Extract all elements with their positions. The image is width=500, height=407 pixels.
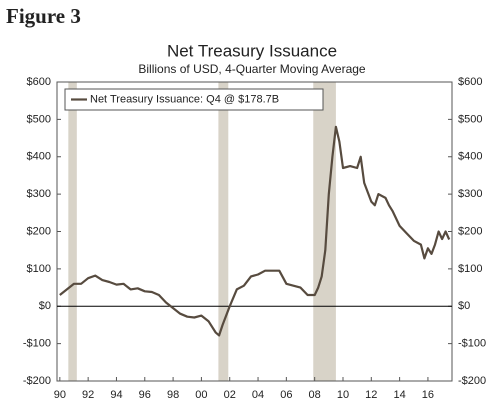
y2-tick-label: -$200 [458,375,486,387]
y-tick-label: $600 [27,76,51,88]
x-tick-label: 14 [393,389,405,401]
y2-tick-label: $0 [458,300,470,312]
y-tick-label: -$200 [23,375,51,387]
x-tick-label: 02 [224,389,236,401]
y-tick-label: $500 [27,113,51,125]
x-tick-label: 90 [54,389,66,401]
recession-band [68,82,77,381]
y-tick-label: $300 [27,188,51,200]
x-tick-label: 08 [309,389,321,401]
plot-frame [56,81,453,382]
x-tick-label: 10 [337,389,349,401]
line [59,125,451,337]
figure-label: Figure 3 [6,4,81,28]
x-tick-label: 06 [280,389,292,401]
legend-box [64,88,324,111]
x-tick-label: 92 [82,389,94,401]
y-tick-label: $0 [39,300,51,312]
x-tick-label: 94 [110,389,122,401]
x-tick-label: 96 [139,389,151,401]
x-tick-label: 00 [195,389,207,401]
y-tick-label: $400 [27,151,51,163]
legend-label: Net Treasury Issuance: Q4 @ $178.7B [90,93,279,105]
x-tick-label: 16 [422,389,434,401]
y-tick-label: $100 [27,263,51,275]
y2-tick-label: $600 [458,76,482,88]
y2-tick-label: $500 [458,113,482,125]
chart-subtitle: Billions of USD, 4-Quarter Moving Averag… [138,62,366,76]
x-tick-label: 12 [365,389,377,401]
y-tick-label: $200 [27,225,51,237]
y2-tick-label: $200 [458,225,482,237]
recession-band [218,82,229,381]
y2-tick-label: -$100 [458,338,486,350]
recession-band [313,82,336,381]
y2-tick-label: $300 [458,188,482,200]
x-tick-label: 98 [167,389,179,401]
y2-tick-label: $100 [458,263,482,275]
chart-title: Net Treasury Issuance [167,41,337,60]
y2-tick-label: $400 [458,151,482,163]
y-tick-label: -$100 [23,338,51,350]
x-tick-label: 04 [252,389,264,401]
